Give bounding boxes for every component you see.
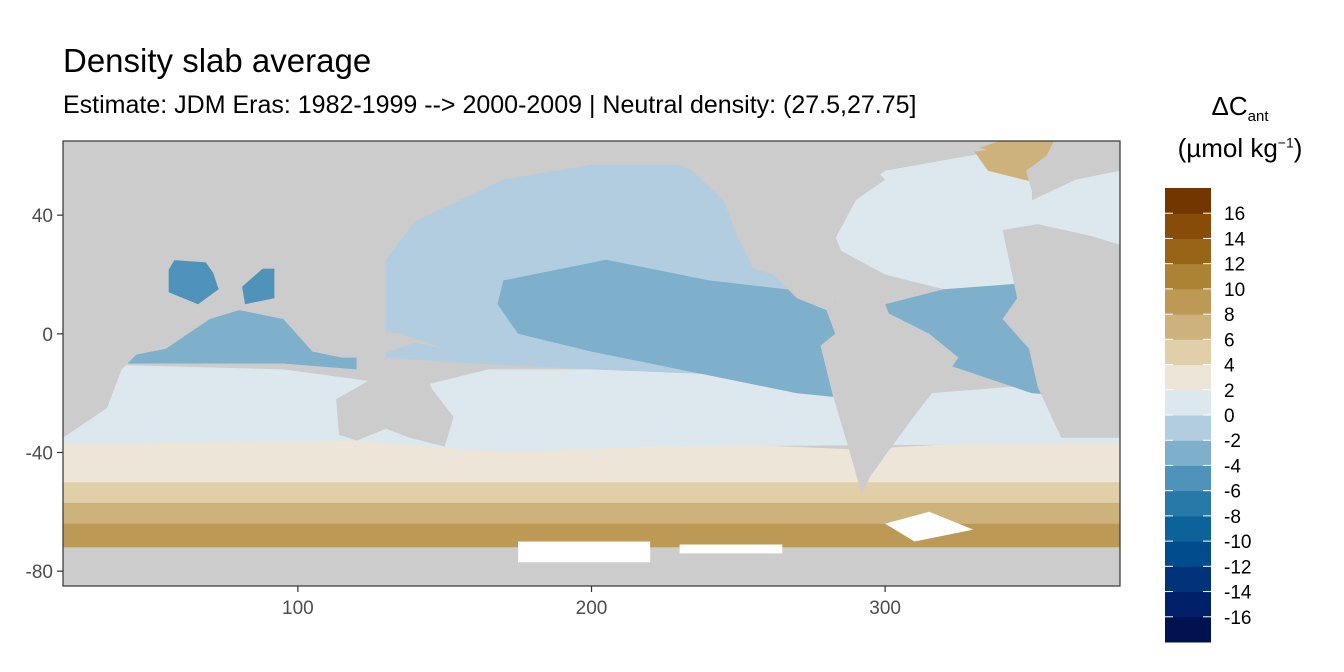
chart-title: Density slab average — [63, 42, 372, 79]
x-tick-label: 200 — [576, 598, 608, 619]
legend-label: -16 — [1224, 608, 1251, 629]
land-indonesia — [283, 319, 445, 358]
legend-label: -10 — [1224, 532, 1251, 553]
legend-label: 6 — [1224, 330, 1235, 351]
legend-label: 8 — [1224, 305, 1235, 326]
ocean-region-arabian-sea — [168, 259, 219, 305]
ocean-region-indian-ocean — [121, 310, 357, 370]
legend-color-step — [1165, 465, 1211, 492]
legend-color-step — [1165, 566, 1211, 593]
legend-color-step — [1165, 616, 1211, 643]
land-africa-west — [63, 224, 157, 438]
legend-unit: (µmol kg−1) — [1177, 133, 1303, 164]
legend-color-step — [1165, 515, 1211, 542]
legend-color-step — [1165, 591, 1211, 618]
missing-data-area-1 — [518, 541, 651, 563]
legend-color-step — [1165, 415, 1211, 441]
y-tick-label: -80 — [26, 562, 53, 583]
legend-color-step — [1165, 288, 1211, 315]
legend-color-step — [1165, 541, 1211, 567]
legend-label: -14 — [1224, 583, 1252, 604]
legend-color-step — [1165, 440, 1211, 466]
y-tick-label: 40 — [32, 206, 53, 227]
legend-label: 2 — [1224, 381, 1235, 402]
legend-color-step — [1165, 339, 1211, 366]
legend-label: -2 — [1224, 431, 1241, 452]
land-australia — [336, 366, 454, 447]
legend-color-step — [1165, 238, 1211, 265]
legend-label: -8 — [1224, 507, 1241, 528]
x-tick-label: 300 — [869, 598, 901, 619]
legend-label: 14 — [1224, 229, 1246, 250]
legend-label: -12 — [1224, 557, 1251, 578]
legend-color-step — [1165, 364, 1211, 391]
land-north-america — [635, 141, 886, 275]
legend-color-step — [1165, 188, 1211, 214]
legend-color-step — [1165, 389, 1211, 416]
land-central-america — [773, 259, 836, 311]
legend-color-step — [1165, 263, 1211, 290]
land-antarctica — [63, 547, 1120, 586]
x-tick-label: 100 — [282, 598, 314, 619]
ocean-region-equatorial-pacific — [497, 259, 856, 400]
map-panel — [63, 141, 1120, 586]
legend-title: ΔCant (µmol kg−1) — [1160, 86, 1320, 169]
y-tick-label: 0 — [42, 325, 53, 346]
y-tick-label: -40 — [26, 444, 53, 465]
land-eurasia — [77, 141, 563, 311]
legend-color-step — [1165, 213, 1211, 239]
legend-label: 12 — [1224, 255, 1245, 276]
x-axis: 100 200 300 — [282, 586, 901, 619]
missing-data-area-0 — [679, 544, 783, 554]
legend-variable: ΔCant — [1211, 91, 1269, 126]
legend-color-step — [1165, 314, 1211, 340]
legend-label: 16 — [1224, 204, 1245, 225]
y-axis: 40 0 -40 -80 — [26, 206, 63, 583]
land-europe — [1026, 141, 1120, 222]
land-south-america — [820, 298, 959, 494]
land-africa — [1002, 224, 1120, 438]
missing-data-area-2 — [885, 511, 974, 542]
legend-label: 4 — [1224, 356, 1235, 377]
chart-subtitle: Estimate: JDM Eras: 1982-1999 --> 2000-2… — [63, 91, 917, 119]
legend-label: -6 — [1224, 482, 1241, 503]
legend-label: -4 — [1224, 456, 1241, 477]
land-greenland — [885, 141, 988, 156]
legend-label: 10 — [1224, 280, 1245, 301]
legend-color-step — [1165, 490, 1211, 517]
legend-label: 0 — [1224, 406, 1235, 427]
colorbar-legend: -16 -14 -12 -10 -8 -6 -4 -2 0 2 4 6 8 10 12 14 16 — [1165, 188, 1252, 643]
